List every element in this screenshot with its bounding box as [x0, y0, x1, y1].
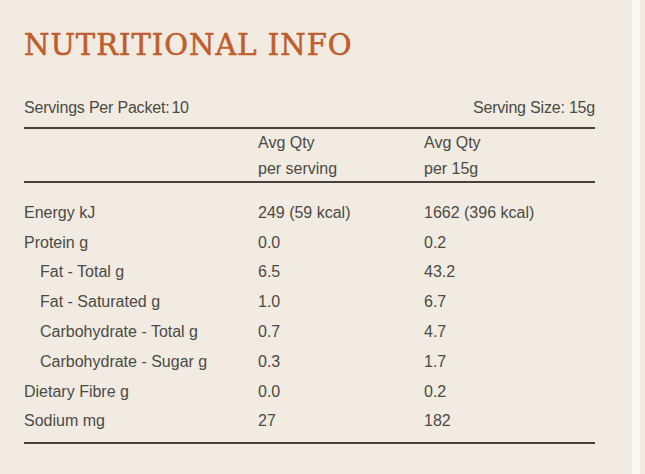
column-header-per-serving: Avg Qty per serving [258, 130, 337, 182]
row-label: Carbohydrate - Total g [24, 323, 258, 341]
row-value-per-15g: 43.2 [424, 263, 624, 281]
row-value-per-serving: 0.0 [258, 234, 424, 252]
table-row: Dietary Fibre g 0.0 0.2 [24, 377, 624, 407]
table-row: Sodium mg 27 182 [24, 407, 624, 437]
row-label: Fat - Total g [24, 263, 258, 281]
table-row: Fat - Saturated g 1.0 6.7 [24, 287, 624, 317]
table-row: Carbohydrate - Sugar g 0.3 1.7 [24, 347, 624, 377]
col2-header-line1: Avg Qty [424, 130, 481, 156]
row-value-per-15g: 1662 (396 kcal) [424, 204, 624, 222]
row-label: Dietary Fibre g [24, 383, 258, 401]
table-row: Protein g 0.0 0.2 [24, 228, 624, 258]
row-value-per-15g: 1.7 [424, 353, 624, 371]
serving-size: Serving Size: 15g [473, 99, 595, 117]
table-row: Fat - Total g 6.5 43.2 [24, 258, 624, 288]
servings-per-packet: Servings Per Packet:10 [24, 99, 189, 117]
serving-size-value: 15g [569, 99, 595, 116]
divider-bottom [24, 442, 595, 444]
row-label: Sodium mg [24, 412, 258, 430]
row-value-per-serving: 27 [258, 412, 424, 430]
row-label: Fat - Saturated g [24, 293, 258, 311]
row-value-per-15g: 0.2 [424, 234, 624, 252]
row-label: Energy kJ [24, 204, 258, 222]
nutritional-info-panel: NUTRITIONAL INFO Servings Per Packet:10 … [0, 0, 645, 474]
table-row: Carbohydrate - Total g 0.7 4.7 [24, 317, 624, 347]
row-value-per-serving: 1.0 [258, 293, 424, 311]
serving-size-label: Serving Size: [473, 99, 565, 116]
row-value-per-15g: 4.7 [424, 323, 624, 341]
divider-top [24, 127, 595, 129]
row-value-per-15g: 6.7 [424, 293, 624, 311]
col1-header-line2: per serving [258, 156, 337, 182]
row-label: Protein g [24, 234, 258, 252]
servings-value: 10 [171, 99, 188, 116]
row-value-per-serving: 0.7 [258, 323, 424, 341]
servings-label: Servings Per Packet: [24, 99, 169, 116]
column-header-per-15g: Avg Qty per 15g [424, 130, 481, 182]
servings-row: Servings Per Packet:10 Serving Size: 15g [24, 99, 595, 117]
row-value-per-serving: 0.0 [258, 383, 424, 401]
table-row: Energy kJ 249 (59 kcal) 1662 (396 kcal) [24, 198, 624, 228]
col2-header-line2: per 15g [424, 156, 481, 182]
nutrition-table: Energy kJ 249 (59 kcal) 1662 (396 kcal) … [24, 198, 624, 436]
row-value-per-serving: 0.3 [258, 353, 424, 371]
row-value-per-15g: 0.2 [424, 383, 624, 401]
page-edge [632, 0, 640, 474]
divider-header [24, 181, 595, 183]
page-title: NUTRITIONAL INFO [24, 28, 353, 62]
row-label: Carbohydrate - Sugar g [24, 353, 258, 371]
row-value-per-serving: 249 (59 kcal) [258, 204, 424, 222]
row-value-per-serving: 6.5 [258, 263, 424, 281]
row-value-per-15g: 182 [424, 412, 624, 430]
col1-header-line1: Avg Qty [258, 130, 337, 156]
